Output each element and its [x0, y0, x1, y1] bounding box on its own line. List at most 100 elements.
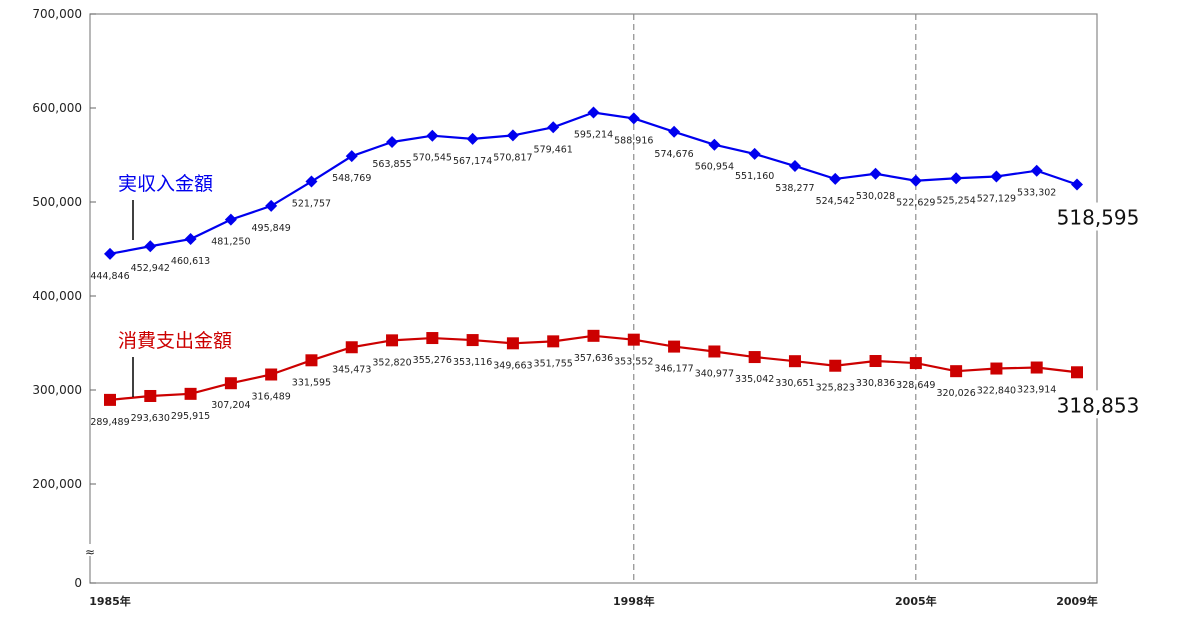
y-tick-label: 0 — [74, 576, 82, 590]
y-tick-label: 300,000 — [32, 383, 82, 397]
data-point-square — [990, 362, 1003, 375]
data-label: 357,636 — [574, 353, 613, 364]
data-point-diamond — [426, 129, 439, 142]
data-label: 353,116 — [453, 357, 492, 368]
data-point-diamond — [829, 172, 842, 185]
data-point-diamond — [668, 125, 681, 138]
data-label: 293,630 — [131, 413, 170, 424]
data-label: 349,663 — [493, 360, 532, 371]
end-value-label: 518,595 — [1057, 206, 1140, 230]
data-point-square — [909, 357, 922, 370]
data-point-diamond — [909, 174, 922, 187]
data-label: 444,846 — [90, 271, 129, 282]
data-point-diamond — [184, 233, 197, 246]
data-label: 345,473 — [332, 364, 371, 375]
data-label: 495,849 — [252, 223, 291, 234]
data-label: 320,026 — [936, 388, 975, 399]
axis-break-gap — [84, 544, 96, 556]
data-point-square — [104, 393, 116, 406]
x-tick-label: 1985年 — [89, 594, 131, 608]
data-label: 527,129 — [977, 193, 1016, 204]
data-label: 574,676 — [654, 149, 693, 160]
data-label: 323,914 — [1017, 385, 1056, 396]
data-point-square — [668, 340, 681, 353]
data-label: 351,755 — [534, 358, 573, 369]
data-label: 570,817 — [493, 152, 532, 163]
data-point-square — [144, 389, 157, 402]
data-point-square — [1071, 366, 1083, 379]
data-point-square — [386, 334, 399, 347]
data-point-square — [627, 333, 640, 346]
data-point-square — [869, 355, 882, 368]
data-point-square — [506, 337, 519, 350]
data-label: 316,489 — [252, 392, 291, 403]
series-name-label: 消費支出金額 — [118, 330, 232, 352]
data-point-square — [265, 368, 278, 381]
data-point-square — [305, 354, 318, 367]
data-point-diamond — [506, 129, 519, 142]
series-name-label: 実収入金額 — [118, 173, 213, 195]
data-point-diamond — [587, 106, 600, 119]
data-label: 530,028 — [856, 191, 895, 202]
data-point-square — [829, 359, 842, 372]
data-label: 579,461 — [534, 144, 573, 155]
data-label: 355,276 — [413, 355, 452, 366]
x-tick-label: 2005年 — [895, 594, 937, 608]
data-label: 481,250 — [211, 237, 250, 248]
data-label: 330,651 — [775, 378, 814, 389]
data-point-diamond — [144, 240, 157, 253]
data-label: 548,769 — [332, 173, 371, 184]
data-point-diamond — [104, 247, 116, 260]
data-point-diamond — [224, 213, 237, 226]
data-point-diamond — [950, 172, 963, 185]
data-label: 289,489 — [90, 417, 129, 428]
data-point-diamond — [265, 199, 278, 212]
data-point-square — [466, 334, 479, 347]
data-point-diamond — [1030, 164, 1043, 177]
data-label: 328,649 — [896, 380, 935, 391]
data-label: 340,977 — [695, 368, 734, 379]
data-point-square — [1030, 361, 1043, 374]
y-tick-label: 200,000 — [32, 477, 82, 491]
data-point-diamond — [305, 175, 318, 188]
data-label: 352,820 — [372, 357, 411, 368]
axis-break-icon: ≈ — [85, 545, 95, 559]
data-label: 325,823 — [816, 383, 855, 394]
y-tick-label: 700,000 — [32, 7, 82, 21]
data-point-square — [547, 335, 560, 348]
data-label: 521,757 — [292, 199, 331, 210]
data-label: 551,160 — [735, 171, 774, 182]
data-label: 522,629 — [896, 198, 935, 209]
data-label: 538,277 — [775, 183, 814, 194]
data-label: 452,942 — [131, 263, 170, 274]
data-label: 595,214 — [574, 129, 613, 140]
x-tick-label: 2009年 — [1056, 594, 1098, 608]
x-tick-label: 1998年 — [613, 594, 655, 608]
data-point-diamond — [345, 150, 358, 163]
end-value-label: 318,853 — [1057, 393, 1140, 417]
data-point-square — [788, 355, 801, 368]
data-label: 567,174 — [453, 156, 492, 167]
data-label: 335,042 — [735, 374, 774, 385]
data-point-diamond — [708, 138, 721, 151]
data-label: 524,542 — [816, 196, 855, 207]
data-label: 322,840 — [977, 386, 1016, 397]
end-label-bg — [1058, 390, 1140, 419]
data-point-diamond — [1071, 178, 1083, 191]
plot-frame — [89, 13, 1098, 584]
data-point-diamond — [547, 121, 560, 134]
data-point-square — [345, 341, 358, 354]
data-point-square — [184, 387, 197, 400]
data-point-square — [950, 365, 963, 378]
data-point-diamond — [748, 147, 761, 160]
data-label: 330,836 — [856, 378, 895, 389]
end-label-bg — [1058, 202, 1140, 231]
data-label: 560,954 — [695, 162, 734, 173]
data-point-diamond — [869, 167, 882, 180]
data-point-diamond — [386, 135, 399, 148]
data-label: 460,613 — [171, 256, 210, 267]
data-point-diamond — [990, 170, 1003, 183]
data-label: 525,254 — [936, 195, 975, 206]
data-point-square — [587, 329, 600, 342]
data-point-diamond — [627, 112, 640, 125]
